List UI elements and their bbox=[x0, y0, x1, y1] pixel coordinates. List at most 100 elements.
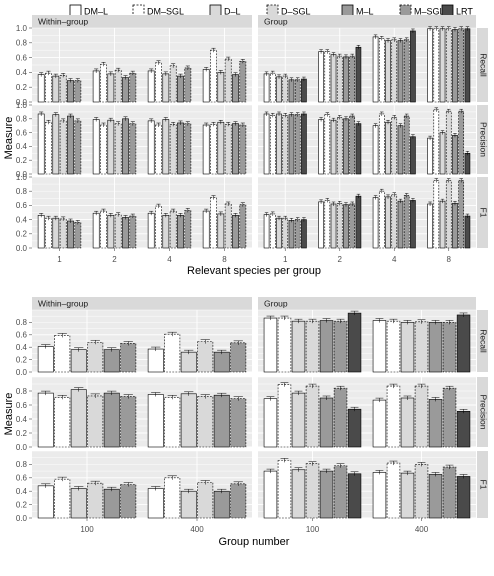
bar-d-sgl-100 bbox=[87, 395, 104, 448]
bar-dm-l-100 bbox=[37, 485, 54, 519]
bar-lrt-2 bbox=[355, 46, 362, 103]
y-tick-label: 0.0 bbox=[16, 170, 28, 179]
bar-lrt-400 bbox=[456, 410, 471, 448]
bar-dm-sgl-400 bbox=[164, 477, 181, 519]
y-axis-title: Measure bbox=[3, 117, 15, 160]
bar-d-sgl-4 bbox=[391, 117, 398, 175]
bar-dm-sgl-8 bbox=[433, 180, 440, 249]
bar-d-sgl-8 bbox=[445, 110, 452, 175]
legend-label-m-sgl: M–SGL bbox=[414, 7, 445, 17]
panel-f1-within-group bbox=[32, 450, 252, 519]
bar-dm-l-2 bbox=[318, 119, 324, 175]
bar-m-sgl-8 bbox=[458, 180, 465, 249]
bar-m-l-100 bbox=[103, 349, 120, 373]
bar-dm-l-100 bbox=[37, 392, 54, 448]
bar-d-l-1 bbox=[52, 217, 60, 249]
row-strip-label-f1: F1 bbox=[478, 208, 488, 218]
bar-dm-l-100 bbox=[263, 398, 278, 448]
bar-lrt-4 bbox=[410, 136, 416, 175]
bar-d-sgl-100 bbox=[305, 463, 320, 519]
bar-dm-sgl-100 bbox=[277, 460, 292, 519]
bar-d-sgl-1 bbox=[282, 115, 289, 175]
bar-m-sgl-1 bbox=[74, 80, 82, 103]
bar-dm-l-2 bbox=[318, 201, 324, 249]
panel-precision-group bbox=[258, 104, 476, 175]
bar-d-l-4 bbox=[385, 121, 391, 175]
y-tick-label: 0.6 bbox=[16, 201, 28, 210]
bar-m-l-4 bbox=[397, 125, 404, 175]
row-strip-label-recall: Recall bbox=[478, 53, 488, 77]
y-tick-label: 0.0 bbox=[16, 368, 28, 377]
bar-dm-l-8 bbox=[427, 137, 433, 175]
bar-dm-l-2 bbox=[318, 51, 324, 103]
panel-f1-group bbox=[258, 176, 476, 249]
y-tick-label: 0.6 bbox=[16, 128, 28, 137]
row-strip-recall bbox=[477, 28, 488, 102]
bar-d-sgl-2 bbox=[114, 69, 122, 103]
bar-dm-sgl-2 bbox=[100, 63, 107, 103]
panel-precision-group bbox=[258, 376, 476, 448]
bar-dm-sgl-100 bbox=[54, 335, 71, 373]
bar-m-sgl-4 bbox=[184, 67, 192, 103]
bar-d-sgl-8 bbox=[224, 58, 232, 103]
bar-m-l-8 bbox=[452, 29, 458, 103]
bar-lrt-100 bbox=[347, 408, 362, 448]
bar-d-l-400 bbox=[180, 393, 197, 448]
bar-m-l-2 bbox=[122, 217, 129, 249]
x-axis-title: Relevant species per group bbox=[187, 265, 321, 277]
bar-d-l-2 bbox=[330, 203, 337, 249]
y-tick-label: 0.0 bbox=[16, 244, 28, 253]
row-strip-precision bbox=[477, 377, 488, 447]
bar-dm-l-4 bbox=[147, 70, 155, 103]
y-tick-label: 0.8 bbox=[16, 39, 28, 48]
bar-m-l-100 bbox=[103, 488, 120, 519]
bar-d-sgl-1 bbox=[282, 217, 289, 249]
bar-d-sgl-8 bbox=[224, 203, 232, 249]
bar-m-l-1 bbox=[67, 220, 74, 249]
bar-dm-sgl-100 bbox=[277, 384, 292, 448]
legend-key-m-l bbox=[341, 4, 354, 17]
bar-d-sgl-400 bbox=[414, 464, 429, 519]
bar-dm-l-2 bbox=[92, 70, 100, 103]
bar-d-sgl-2 bbox=[114, 214, 122, 249]
bar-dm-sgl-1 bbox=[269, 72, 276, 103]
bar-d-sgl-2 bbox=[336, 55, 343, 103]
x-tick-label-100: 100 bbox=[306, 525, 320, 534]
bar-dm-l-8 bbox=[427, 203, 433, 249]
bar-d-l-2 bbox=[107, 215, 115, 249]
x-tick-label-8: 8 bbox=[222, 255, 227, 264]
bar-d-l-4 bbox=[162, 119, 170, 175]
bar-dm-sgl-8 bbox=[210, 197, 217, 249]
bar-dm-sgl-100 bbox=[277, 317, 292, 373]
legend-label-dm-sgl: DM–SGL bbox=[147, 7, 184, 17]
bar-d-l-2 bbox=[107, 73, 115, 103]
x-tick-label-4: 4 bbox=[392, 255, 397, 264]
bar-m-sgl-100 bbox=[333, 387, 348, 448]
bar-m-sgl-4 bbox=[403, 195, 410, 249]
bar-dm-sgl-400 bbox=[164, 396, 181, 448]
x-tick-label-2: 2 bbox=[112, 255, 117, 264]
bar-m-sgl-400 bbox=[230, 483, 247, 519]
bar-dm-sgl-400 bbox=[164, 333, 181, 373]
bar-dm-sgl-4 bbox=[155, 62, 162, 103]
bar-d-l-400 bbox=[180, 490, 197, 519]
bar-m-sgl-100 bbox=[120, 484, 137, 519]
bar-dm-sgl-400 bbox=[386, 320, 401, 373]
bar-d-sgl-100 bbox=[87, 341, 104, 373]
bar-m-sgl-400 bbox=[442, 322, 457, 373]
bar-d-sgl-2 bbox=[336, 117, 343, 175]
chart-2: Within–group Group Recall 0.0 0.2 0.4 0.6 0.8 Pr… bbox=[3, 297, 488, 548]
bar-m-l-2 bbox=[343, 56, 349, 103]
legend-key-dm-sgl bbox=[132, 4, 145, 17]
bar-d-sgl-2 bbox=[114, 123, 122, 175]
y-tick-label: 0.6 bbox=[16, 53, 28, 62]
row-strip-label-f1: F1 bbox=[478, 480, 488, 490]
bar-m-l-2 bbox=[122, 118, 129, 175]
bar-m-l-100 bbox=[319, 397, 334, 448]
bar-d-l-8 bbox=[217, 213, 225, 249]
bar-m-sgl-400 bbox=[230, 398, 247, 448]
bar-dm-l-400 bbox=[147, 394, 164, 448]
bar-d-sgl-400 bbox=[414, 321, 429, 373]
bar-dm-l-100 bbox=[37, 346, 54, 373]
bar-m-sgl-2 bbox=[129, 123, 137, 175]
